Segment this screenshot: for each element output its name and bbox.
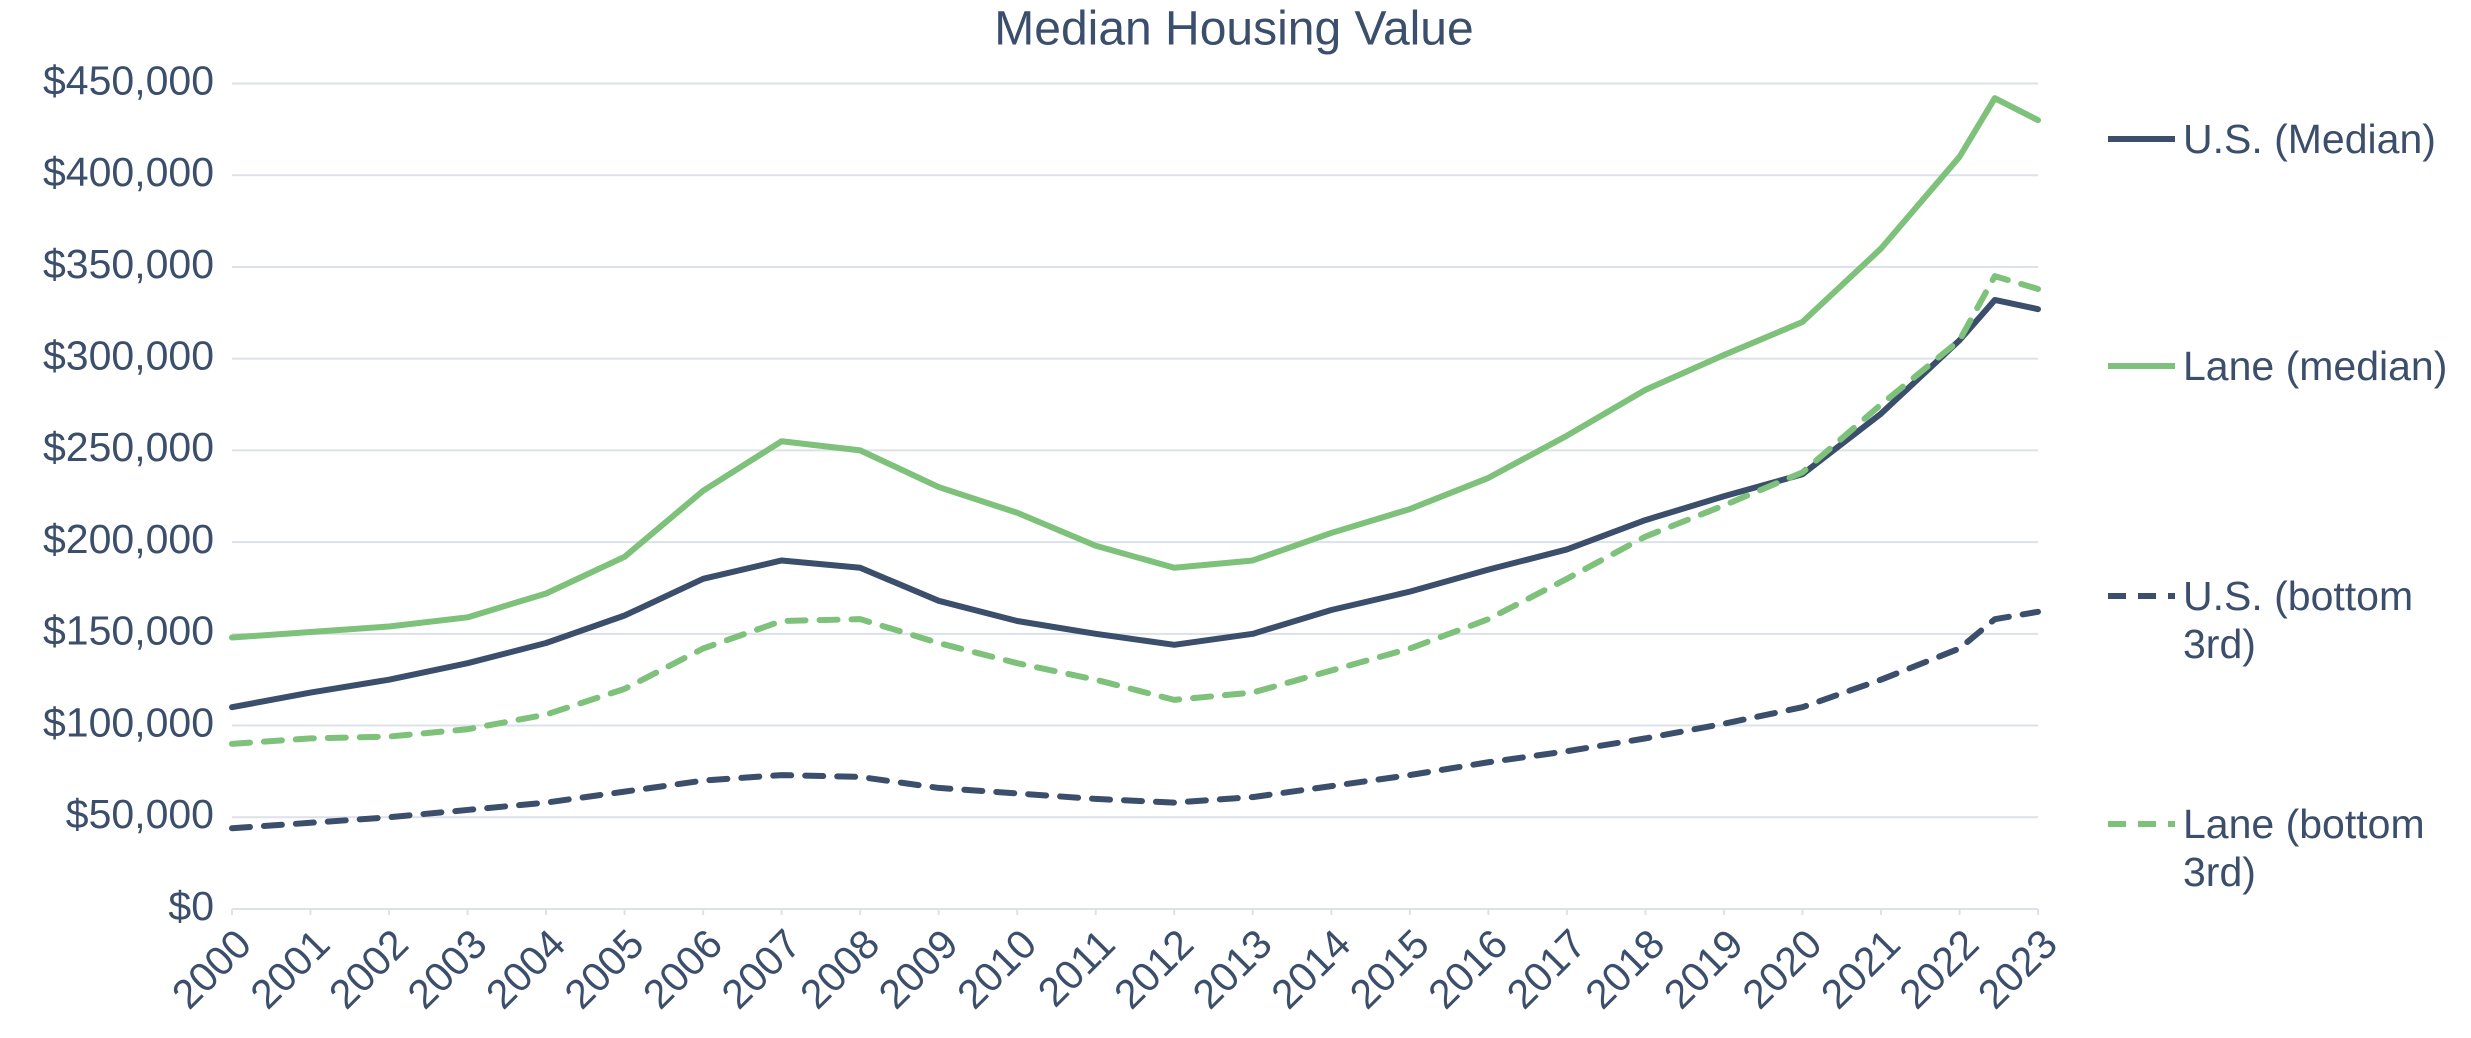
y-tick-label: $50,000	[66, 791, 214, 837]
series-line	[229, 95, 2041, 641]
y-tick-label: $150,000	[43, 608, 214, 654]
x-tick-label: 2019	[1655, 920, 1752, 1017]
y-tick-label: $300,000	[43, 332, 214, 378]
legend-label: U.S. (bottom 3rd)	[2183, 573, 2414, 667]
x-tick-label: 2001	[242, 920, 339, 1017]
y-tick-label: $400,000	[43, 149, 214, 195]
legend-label: U.S. (Median)	[2183, 116, 2436, 162]
x-tick-label: 2003	[399, 920, 496, 1017]
x-tick-label: 2018	[1576, 920, 1673, 1017]
chart-title: Median Housing Value	[994, 3, 1473, 56]
x-tick-label: 2012	[1105, 920, 1202, 1017]
series-line	[229, 273, 2041, 747]
x-tick-label: 2015	[1341, 920, 1438, 1017]
legend-label: Lane (median)	[2183, 343, 2448, 389]
x-tick-label: 2021	[1812, 920, 1909, 1017]
x-tick-label: 2011	[1029, 920, 1124, 1015]
x-tick-label: 2016	[1419, 920, 1516, 1017]
x-tick-label: 2000	[163, 920, 260, 1017]
y-tick-label: $0	[168, 883, 214, 929]
x-tick-label: 2017	[1498, 920, 1595, 1017]
x-tick-label: 2007	[713, 920, 810, 1017]
x-tick-label: 2010	[948, 920, 1045, 1017]
y-tick-label: $250,000	[43, 424, 214, 470]
x-tick-label: 2006	[634, 920, 731, 1017]
y-tick-label: $100,000	[43, 699, 214, 745]
y-tick-label: $350,000	[43, 241, 214, 287]
y-tick-label: $450,000	[43, 57, 214, 103]
x-tick-label: 2020	[1733, 920, 1830, 1017]
x-tick-label: 2013	[1184, 920, 1281, 1017]
series-line	[229, 296, 2041, 711]
x-tick-label: 2009	[870, 920, 967, 1017]
x-tick-label: 2005	[556, 920, 653, 1017]
x-tick-label: 2008	[791, 920, 888, 1017]
x-tick-label: 2014	[1262, 920, 1359, 1017]
x-tick-label: 2002	[320, 920, 417, 1017]
series-line	[229, 608, 2041, 832]
y-tick-label: $200,000	[43, 516, 214, 562]
x-tick-label: 2022	[1890, 920, 1987, 1017]
legend-label: Lane (bottom 3rd)	[2183, 801, 2425, 895]
x-tick-label: 2004	[477, 920, 574, 1017]
x-tick-label: 2023	[1969, 920, 2066, 1017]
